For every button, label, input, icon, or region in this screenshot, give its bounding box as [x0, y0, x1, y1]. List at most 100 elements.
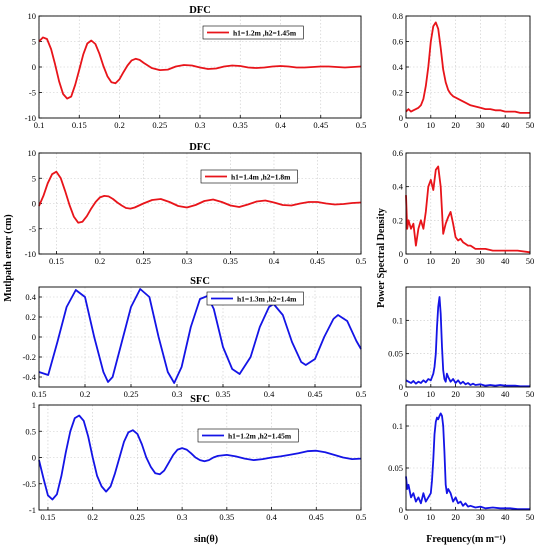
right-ylabel: Power Spectral Density — [376, 208, 387, 308]
x-tick-label: 0.25 — [136, 256, 151, 266]
y-tick-label: 0.6 — [392, 37, 403, 47]
panel-right-3: 0 10 20 30 40 50 0 0.05 0.1 — [388, 286, 535, 399]
y-tick-label: 0 — [399, 505, 403, 515]
legend: h1=1.4m ,h2=1.8m — [200, 169, 298, 184]
x-tick-label: 0.35 — [216, 389, 231, 399]
panel-title: SFC — [190, 276, 210, 287]
y-tick-label: 1 — [32, 400, 36, 410]
series-line — [38, 288, 362, 384]
y-tick-label: 0.05 — [388, 349, 403, 359]
y-tick-label: -0.2 — [23, 352, 36, 362]
y-tick-label: 0.5 — [25, 426, 36, 436]
x-tick-label: 50 — [526, 512, 535, 522]
y-tick-label: 0.4 — [392, 62, 403, 72]
x-tick-label: 0.4 — [275, 120, 286, 130]
panel-left-1: 0.1 0.15 0.2 0.25 0.3 0.35 0.4 0.45 0.5 -10 -5 0 5 10… — [25, 5, 367, 130]
x-tick-label: 20 — [451, 256, 460, 266]
x-tick-label: 0.45 — [310, 256, 325, 266]
x-tick-label: 0.15 — [32, 389, 47, 399]
x-tick-label: 10 — [427, 120, 436, 130]
panel-left-4: 0.15 0.2 0.25 0.3 0.35 0.4 0.45 0.5 -1 -0.5 0 0.5 1 h… — [23, 394, 367, 522]
x-tick-label: 10 — [427, 256, 436, 266]
y-tick-label: 5 — [32, 37, 36, 47]
panel-title: DFC — [189, 5, 211, 16]
x-tick-label: 40 — [501, 389, 510, 399]
x-tick-label: 0.3 — [177, 512, 188, 522]
y-tick-label: 0 — [399, 113, 403, 123]
y-tick-label: 0 — [399, 382, 403, 392]
x-tick-label: 0.5 — [356, 512, 367, 522]
x-tick-label: 0.15 — [41, 512, 56, 522]
y-tick-label: 0.2 — [392, 88, 403, 98]
right-xlabel: Frequency(m m⁻¹) — [426, 534, 505, 545]
x-tick-label: 20 — [451, 512, 460, 522]
x-tick-label: 50 — [526, 389, 535, 399]
panel-left-2: 0.15 0.2 0.25 0.3 0.35 0.4 0.45 0.5 -10 -5 0 5 10 h1=… — [25, 142, 367, 266]
x-tick-label: 0.15 — [49, 256, 64, 266]
x-tick-label: 0.25 — [130, 512, 145, 522]
y-tick-label: 0.6 — [392, 148, 403, 158]
x-tick-label: 40 — [501, 256, 510, 266]
plot-frame — [38, 152, 362, 255]
y-tick-label: 0 — [32, 199, 36, 209]
plot-frame — [38, 15, 362, 119]
panel-left-3: 0.15 0.2 0.25 0.3 0.35 0.4 0.45 0.5 -0.4 -0.2 0 0.2… — [23, 276, 367, 399]
panel-right-1: 0 10 20 30 40 50 0 0.2 0.4 0.6 0.8 — [392, 11, 534, 130]
plot-frame — [405, 286, 531, 388]
series-line — [405, 21, 530, 114]
y-tick-label: 0.2 — [392, 215, 403, 225]
x-tick-label: 0.45 — [309, 512, 324, 522]
y-tick-label: -5 — [29, 224, 36, 234]
y-tick-label: 5 — [32, 173, 36, 183]
plot-frame — [405, 152, 531, 255]
x-tick-label: 0.2 — [80, 389, 91, 399]
legend-box — [200, 169, 298, 184]
left-xlabel: sin(θ) — [194, 534, 218, 545]
x-tick-label: 0.3 — [195, 120, 206, 130]
y-tick-label: 0 — [399, 249, 403, 259]
legend: h1=1.2m ,h2=1.45m — [202, 25, 304, 40]
x-tick-label: 20 — [451, 389, 460, 399]
x-tick-label: 0.5 — [356, 120, 367, 130]
x-tick-label: 0.5 — [356, 256, 367, 266]
x-tick-label: 0.2 — [95, 256, 106, 266]
x-tick-label: 0.35 — [233, 120, 248, 130]
legend-box — [197, 428, 299, 443]
y-tick-label: 0.2 — [25, 312, 36, 322]
y-tick-label: 0.4 — [25, 292, 36, 302]
legend-label: h1=1.4m ,h2=1.8m — [231, 173, 291, 182]
x-tick-label: 10 — [427, 389, 436, 399]
y-tick-label: -5 — [29, 88, 36, 98]
series-line — [405, 165, 531, 254]
x-tick-label: 0.35 — [223, 256, 238, 266]
x-tick-label: 10 — [427, 512, 436, 522]
panel-right-2: 0 10 20 30 40 50 0 0.2 0.4 0.6 — [392, 148, 534, 266]
y-tick-label: -1 — [29, 505, 36, 515]
x-tick-label: 30 — [476, 389, 485, 399]
series-line — [38, 414, 362, 501]
y-tick-label: 0.1 — [392, 315, 403, 325]
x-tick-label: 0.3 — [172, 389, 183, 399]
y-tick-label: 0.8 — [392, 11, 403, 21]
series-line — [38, 170, 362, 224]
x-tick-label: 40 — [501, 512, 510, 522]
plot-frame — [405, 404, 531, 511]
legend-box — [206, 291, 304, 306]
x-tick-label: 0.1 — [34, 120, 45, 130]
y-tick-label: -10 — [25, 113, 36, 123]
legend-label: h1=1.2m ,h2=1.45m — [228, 432, 292, 441]
y-tick-label: 10 — [28, 148, 37, 158]
series-line — [405, 296, 530, 388]
x-tick-label: 0.2 — [114, 120, 125, 130]
plot-frame — [405, 15, 531, 119]
panel-right-4: 0 10 20 30 40 50 0 0.05 0.1 — [388, 404, 535, 522]
x-tick-label: 0 — [404, 389, 408, 399]
legend-label: h1=1.2m ,h2=1.45m — [233, 29, 297, 38]
x-tick-label: 0.35 — [219, 512, 234, 522]
x-tick-label: 0 — [404, 512, 408, 522]
x-tick-label: 0.4 — [266, 512, 277, 522]
plot-frame — [38, 404, 362, 511]
x-tick-label: 0.45 — [313, 120, 328, 130]
y-tick-label: 0 — [32, 62, 36, 72]
